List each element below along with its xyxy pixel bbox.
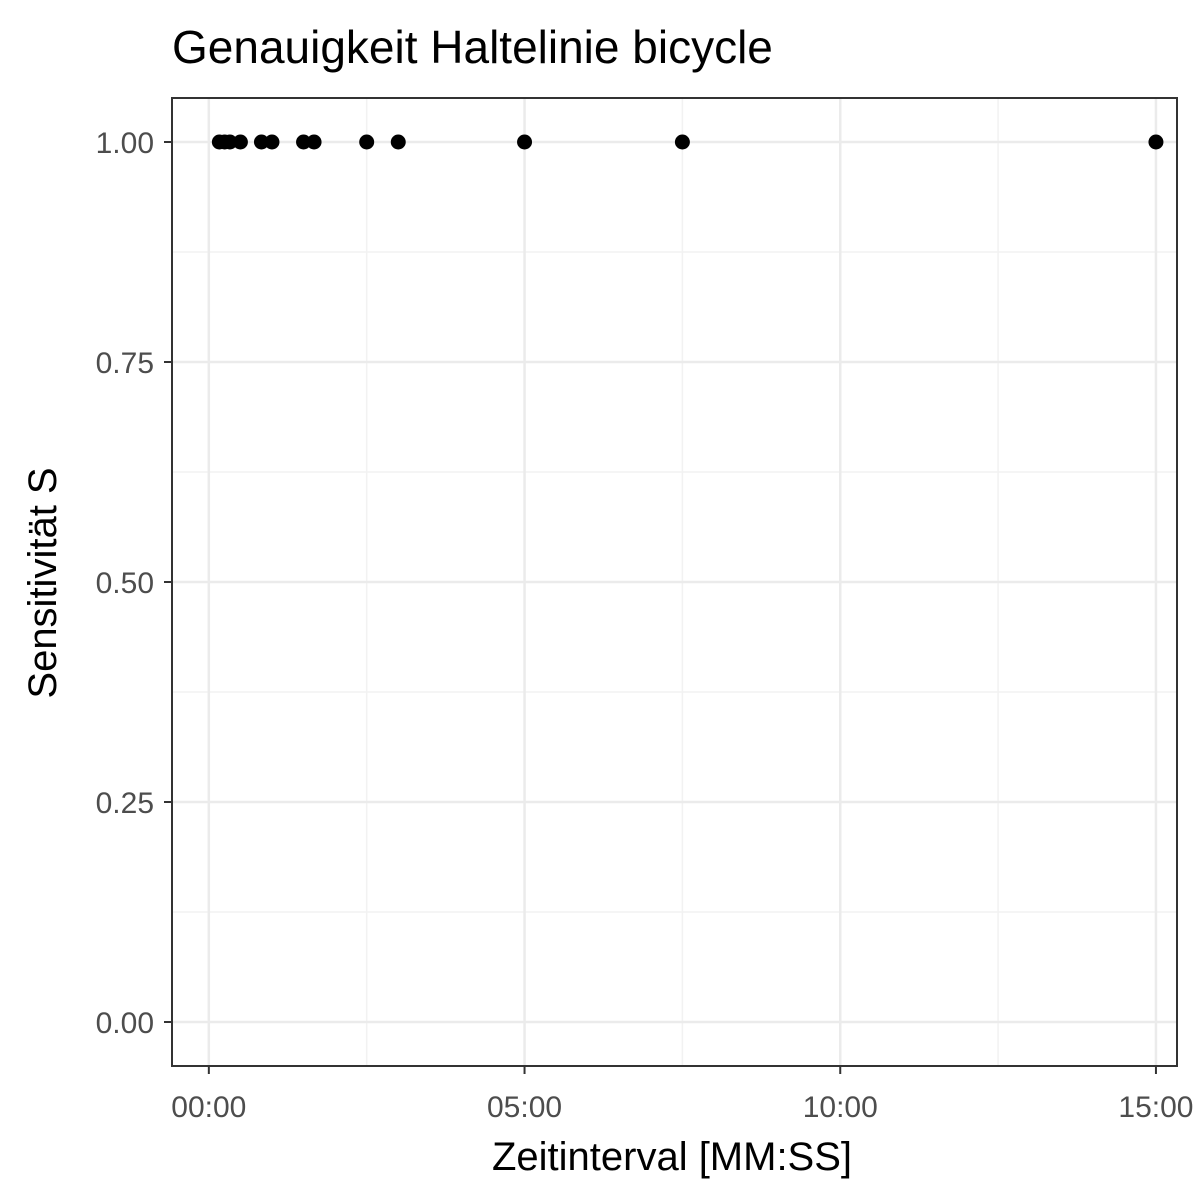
- data-point: [390, 134, 406, 150]
- y-tick-label: 0.25: [96, 787, 154, 820]
- grid: [172, 98, 1177, 1066]
- x-tick-label: 05:00: [487, 1091, 562, 1124]
- y-tick-label: 0.00: [96, 1007, 154, 1040]
- y-tick-label: 0.50: [96, 567, 154, 600]
- y-axis-title: Sensitivität S: [21, 467, 65, 698]
- data-point: [306, 134, 322, 150]
- data-point: [264, 134, 280, 150]
- x-axis-title: Zeitinterval [MM:SS]: [492, 1135, 852, 1179]
- data-point: [232, 134, 248, 150]
- data-point: [517, 134, 533, 150]
- data-point: [359, 134, 375, 150]
- y-tick-label: 0.75: [96, 347, 154, 380]
- data-point: [296, 134, 312, 150]
- y-tick-label: 1.00: [96, 127, 154, 160]
- x-tick-label: 10:00: [803, 1091, 878, 1124]
- data-point: [1148, 134, 1164, 150]
- x-tick-label: 15:00: [1118, 1091, 1193, 1124]
- data-point: [222, 134, 238, 150]
- chart-title: Genauigkeit Haltelinie bicycle: [172, 21, 773, 73]
- data-points: [211, 134, 1164, 150]
- data-point: [253, 134, 269, 150]
- x-tick-label: 00:00: [171, 1091, 246, 1124]
- data-point: [674, 134, 690, 150]
- axes: 00:00 05:00 10:00 15:00 0.00 0.25 0.50 0.75 1.00: [96, 127, 1194, 1124]
